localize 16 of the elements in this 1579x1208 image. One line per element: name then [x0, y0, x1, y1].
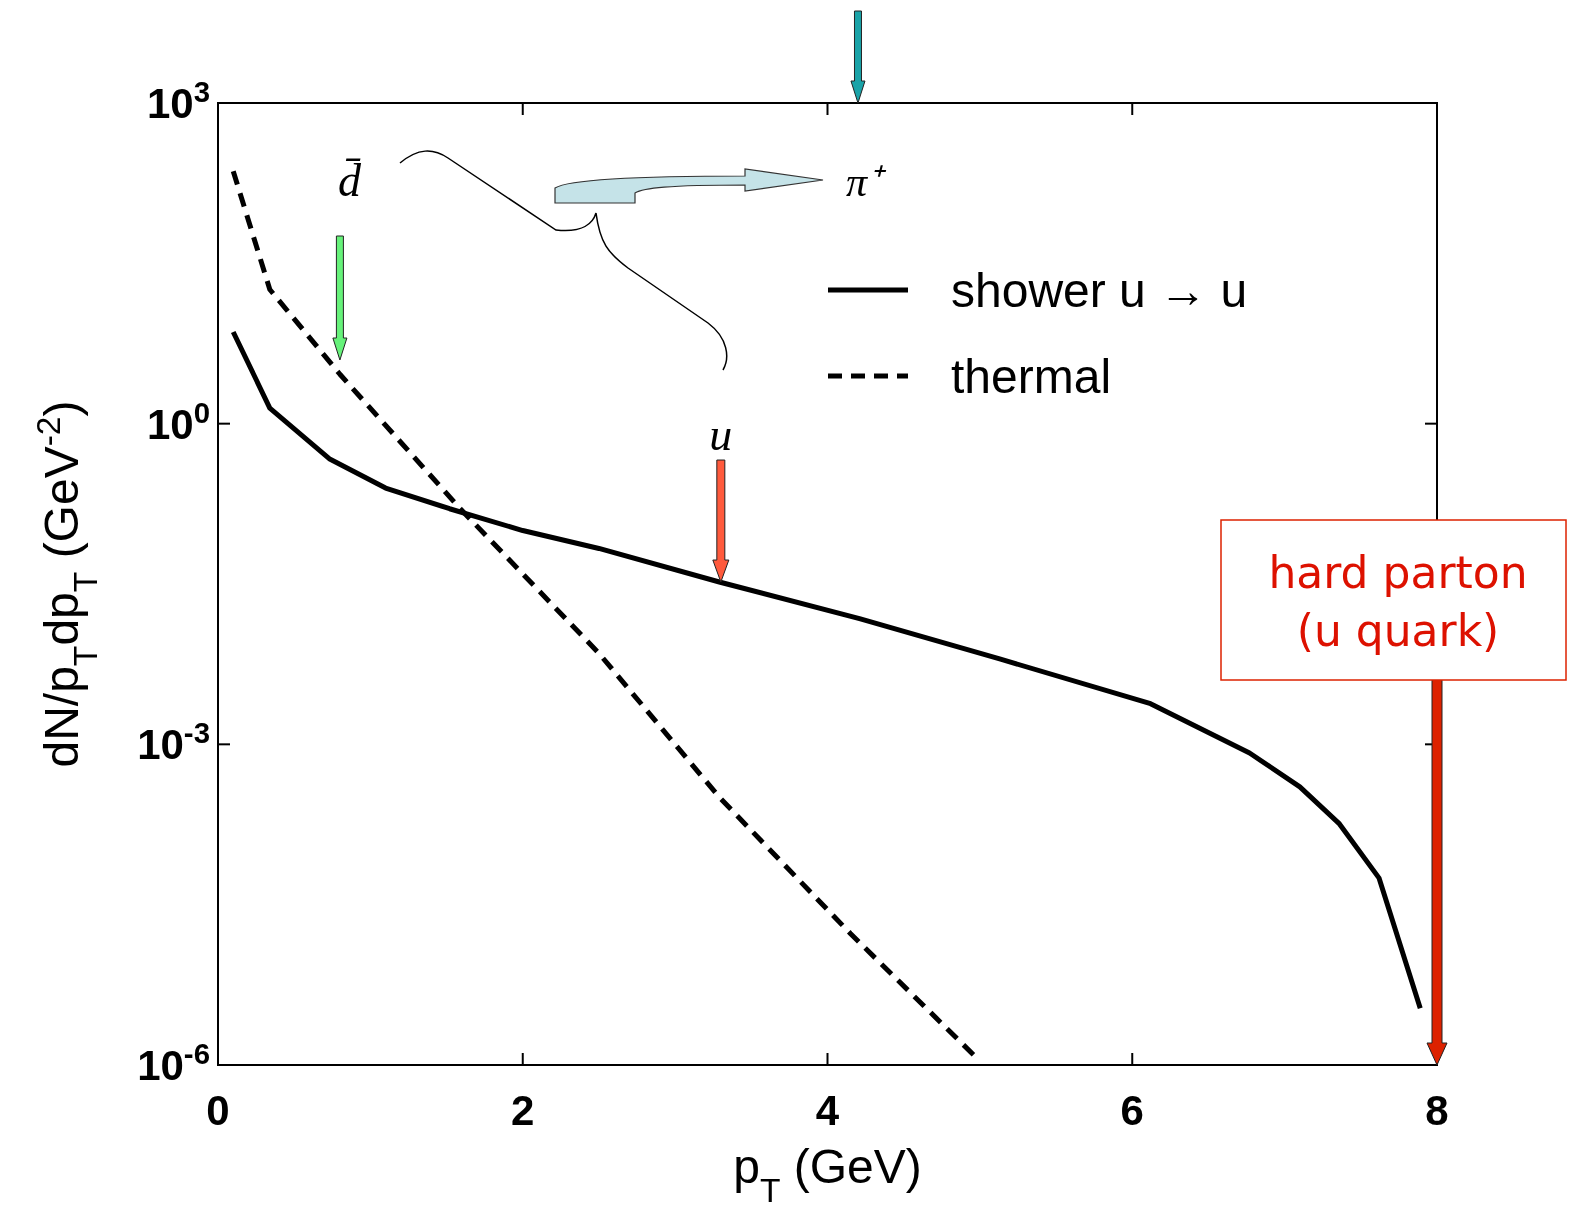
annotation: hard parton (u quark) [1268, 547, 1528, 656]
x-tick-label: 8 [1425, 1087, 1449, 1134]
x-tick-label: 0 [206, 1087, 230, 1134]
x-axis-title: p$_{T}$ (GeV) [733, 1140, 922, 1208]
annotation: π⁺ [846, 159, 888, 205]
legend-label: shower u → u [951, 264, 1248, 317]
annotation: u [709, 409, 733, 461]
x-tick-label: 2 [511, 1087, 535, 1134]
x-tick-label: 6 [1120, 1087, 1144, 1134]
y-tick-label: 10$^{3}$ [146, 74, 210, 127]
y-tick-label: 10$^{-3}$ [137, 715, 210, 769]
y-tick-label: 10$^{0}$ [146, 395, 210, 448]
legend-label: thermal [951, 350, 1112, 403]
annotation: d̄ [338, 155, 362, 206]
x-tick-label: 4 [815, 1087, 840, 1134]
y-tick-label: 10$^{-6}$ [137, 1036, 210, 1089]
